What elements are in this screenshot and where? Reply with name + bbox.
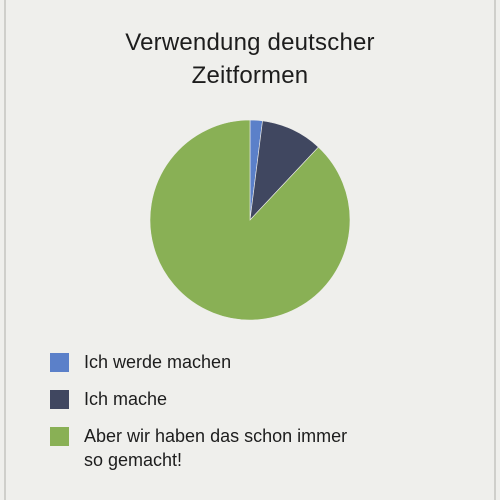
legend-swatch-schon-immer-so-gemacht bbox=[50, 427, 69, 446]
chart-title: Verwendung deutscher Zeitformen bbox=[0, 26, 500, 92]
pie-chart bbox=[149, 119, 351, 321]
legend-item-ich-werde-machen: Ich werde machen bbox=[50, 350, 460, 374]
legend-label-ich-mache: Ich mache bbox=[84, 389, 168, 409]
pie-slice-schon-immer-so-gemacht bbox=[149, 119, 351, 321]
chart-title-line-2: Zeitformen bbox=[191, 62, 309, 89]
legend-label-ich-werde-machen: Ich werde machen bbox=[84, 352, 232, 372]
frame-border-left bbox=[4, 0, 6, 500]
pie-chart-svg bbox=[149, 119, 351, 321]
legend-label-schon-immer-so-gemacht: Aber wir haben das schon immer so gemach… bbox=[84, 426, 348, 470]
chart-legend: Ich werde machen Ich mache Aber wir habe… bbox=[50, 350, 460, 472]
legend-swatch-ich-werde-machen bbox=[50, 353, 69, 372]
legend-swatch-ich-mache bbox=[50, 390, 69, 409]
chart-title-line-1: Verwendung deutscher bbox=[125, 29, 375, 56]
legend-item-ich-mache: Ich mache bbox=[50, 387, 460, 411]
frame-border-right bbox=[494, 0, 496, 500]
legend-item-schon-immer-so-gemacht: Aber wir haben das schon immer so gemach… bbox=[50, 424, 460, 472]
